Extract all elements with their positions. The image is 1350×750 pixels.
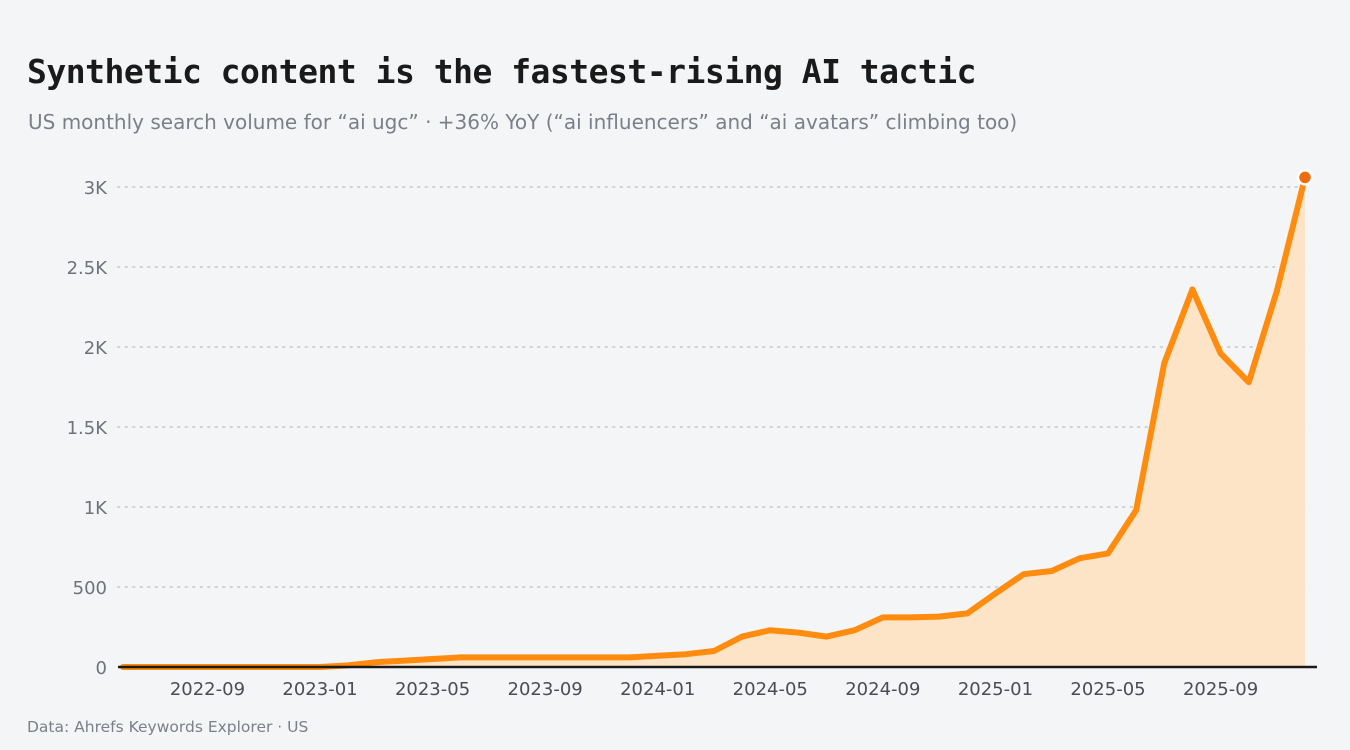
chart-title: Synthetic content is the fastest-rising … — [27, 52, 977, 91]
x-tick-label: 2025-05 — [1070, 679, 1145, 700]
y-tick-label: 500 — [73, 578, 107, 599]
end-point-marker — [1296, 169, 1314, 186]
x-tick-label: 2024-01 — [620, 679, 695, 700]
x-tick-label: 2024-05 — [733, 679, 808, 700]
x-tick-label: 2025-09 — [1183, 679, 1258, 700]
x-tick-label: 2023-05 — [395, 679, 470, 700]
y-tick-label: 2K — [84, 338, 108, 359]
x-tick-label: 2023-09 — [508, 679, 583, 700]
x-tick-label: 2024-09 — [845, 679, 920, 700]
y-tick-label: 0 — [96, 658, 107, 679]
y-tick-label: 3K — [84, 178, 108, 199]
y-tick-label: 1.5K — [67, 418, 109, 439]
area-chart: 0 500 1K 1.5K 2K 2.5K 3K 2022-09 2023-01 2023-05 2… — [67, 169, 1317, 700]
y-tick-label: 1K — [84, 498, 108, 519]
x-tick-label: 2023-01 — [282, 679, 357, 700]
x-tick-label: 2025-01 — [958, 679, 1033, 700]
source-note: Data: Ahrefs Keywords Explorer · US — [27, 718, 309, 736]
x-tick-label: 2022-09 — [170, 679, 245, 700]
area-fill — [123, 177, 1305, 667]
chart-subtitle: US monthly search volume for “ai ugc” · … — [28, 110, 1018, 134]
y-tick-label: 2.5K — [67, 258, 109, 279]
